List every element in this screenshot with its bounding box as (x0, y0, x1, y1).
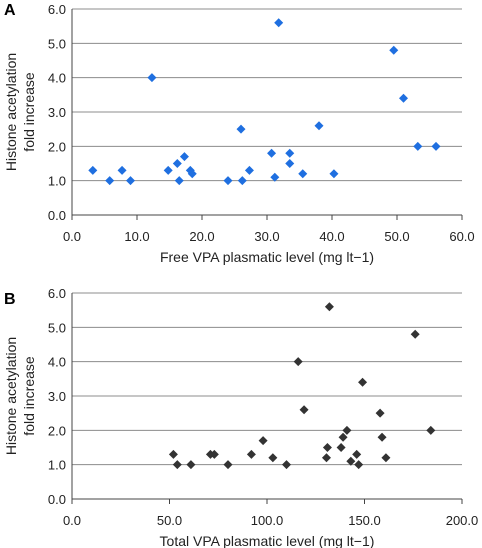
data-point (285, 148, 295, 158)
y-tick-label: 6.0 (48, 2, 66, 17)
data-point (431, 141, 441, 151)
x-tick-label: 40.0 (319, 229, 344, 244)
data-point (268, 453, 278, 463)
x-tick-label: 100.0 (251, 513, 284, 528)
data-point (117, 165, 127, 175)
data-point (389, 45, 399, 55)
data-point (270, 172, 280, 182)
data-point (258, 436, 268, 446)
data-point (237, 176, 247, 186)
x-axis-label: Total VPA plasmatic level (mg lt−1) (160, 533, 375, 548)
y-tick-label: 1.0 (48, 458, 66, 473)
y-axis-label: Histone acetylation (3, 337, 19, 455)
data-point (410, 329, 420, 339)
data-point (314, 121, 324, 131)
x-tick-label: 20.0 (189, 229, 214, 244)
y-axis-label-line-2: fold increase (21, 356, 37, 436)
data-point (223, 460, 233, 470)
data-point (377, 432, 387, 442)
y-tick-label: 3.0 (48, 389, 66, 404)
data-point (172, 460, 182, 470)
data-point (105, 176, 115, 186)
x-tick-label: 50.0 (157, 513, 182, 528)
data-point (174, 176, 184, 186)
data-point (285, 159, 295, 168)
data-point (209, 449, 219, 459)
data-point (179, 152, 189, 162)
x-tick-label: 200.0 (446, 513, 479, 528)
x-tick-label: 30.0 (254, 229, 279, 244)
y-tick-label: 0.0 (48, 492, 66, 507)
y-tick-label: 6.0 (48, 286, 66, 301)
data-point (399, 93, 408, 103)
data-point (274, 18, 284, 28)
y-tick-label: 4.0 (48, 71, 66, 86)
data-point (168, 449, 178, 459)
y-tick-label: 0.0 (48, 208, 66, 223)
y-axis-label-line-2: fold increase (21, 72, 37, 152)
panel-label: B (4, 291, 16, 308)
panel-b: 0.0 1.0 2.0 3.0 4.0 5.0 6.0 0.0 50.0 100.0 150.0 20… (3, 286, 478, 548)
data-point (426, 425, 436, 435)
x-tick-label: 150.0 (348, 513, 381, 528)
data-point (338, 432, 348, 442)
x-tick-label: 60.0 (449, 229, 474, 244)
data-point (352, 449, 362, 459)
data-point (375, 408, 385, 418)
y-tick-label: 3.0 (48, 105, 66, 120)
data-point (236, 124, 246, 134)
data-point (329, 169, 339, 179)
data-point (223, 176, 233, 186)
x-axis-label: Free VPA plasmatic level (mg lt−1) (160, 249, 374, 265)
data-point (413, 141, 423, 151)
data-point (172, 159, 182, 168)
data-point (246, 449, 256, 459)
data-point (381, 453, 391, 463)
data-point (346, 456, 356, 466)
data-point (342, 425, 352, 435)
panel-label: A (4, 2, 16, 19)
data-point (321, 453, 331, 463)
data-point (88, 165, 98, 175)
data-point (299, 405, 309, 415)
data-point (324, 302, 334, 312)
data-point (358, 377, 368, 387)
data-point (187, 169, 197, 179)
x-tick-label: 10.0 (124, 229, 149, 244)
y-tick-label: 4.0 (48, 355, 66, 370)
y-tick-label: 5.0 (48, 36, 66, 51)
x-tick-label: 0.0 (63, 513, 81, 528)
x-tick-label: 0.0 (63, 229, 81, 244)
data-point (282, 460, 291, 470)
data-point (163, 165, 173, 175)
data-point (336, 443, 346, 452)
data-point (354, 460, 364, 470)
data-point (322, 443, 332, 452)
data-point (244, 165, 254, 175)
y-axis-label: Histone acetylation (3, 53, 19, 171)
x-tick-label: 50.0 (384, 229, 409, 244)
y-tick-label: 5.0 (48, 320, 66, 335)
data-point (267, 148, 277, 158)
panel-a: 0.0 1.0 2.0 3.0 4.0 5.0 6.0 0.0 10.0 20.0 30.0 40.0… (3, 2, 475, 265)
data-point (293, 357, 303, 367)
data-point (298, 169, 308, 179)
y-tick-label: 2.0 (48, 139, 66, 154)
y-tick-label: 1.0 (48, 174, 66, 189)
data-point (186, 460, 196, 470)
data-point (126, 176, 135, 186)
data-point (147, 73, 157, 83)
y-tick-label: 2.0 (48, 423, 66, 438)
